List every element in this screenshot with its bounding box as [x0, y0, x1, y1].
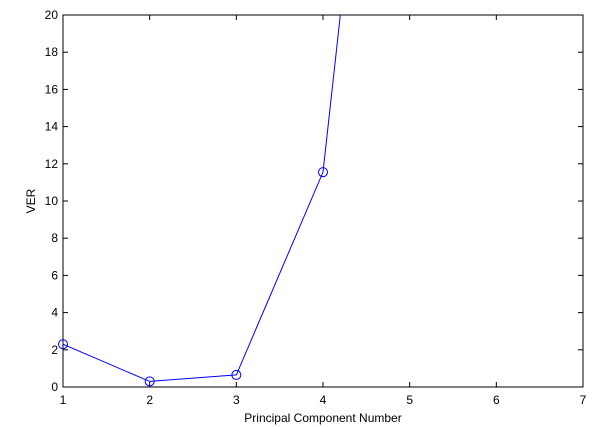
- y-tick-label: 12: [45, 157, 59, 171]
- y-tick-label: 2: [51, 343, 58, 357]
- data-point: [318, 167, 328, 178]
- y-tick-label: 8: [51, 231, 58, 245]
- y-tick-label: 18: [45, 45, 59, 59]
- y-tick-label: 4: [51, 306, 58, 320]
- x-tick-label: 1: [60, 393, 67, 407]
- y-tick-label: 0: [51, 380, 58, 394]
- y-axis-label: VER: [24, 188, 38, 213]
- x-axis-label: Principal Component Number: [244, 411, 401, 425]
- x-tick-label: 5: [406, 393, 413, 407]
- x-tick-label: 6: [493, 393, 500, 407]
- y-tick-label: 6: [51, 268, 58, 282]
- y-tick-label: 20: [45, 8, 59, 22]
- y-tick-label: 14: [45, 120, 59, 134]
- plot-frame: [62, 14, 584, 388]
- x-tick-label: 7: [580, 393, 587, 407]
- data-point: [144, 376, 155, 387]
- y-tick-label: 16: [45, 82, 59, 96]
- data-point: [231, 369, 242, 380]
- series-line: [63, 15, 341, 382]
- x-tick-label: 2: [146, 393, 153, 407]
- x-tick-label: 3: [233, 393, 240, 407]
- data-point: [58, 339, 68, 350]
- y-tick-label: 10: [45, 194, 59, 208]
- plot-area: [58, 15, 341, 387]
- x-tick-label: 4: [320, 393, 327, 407]
